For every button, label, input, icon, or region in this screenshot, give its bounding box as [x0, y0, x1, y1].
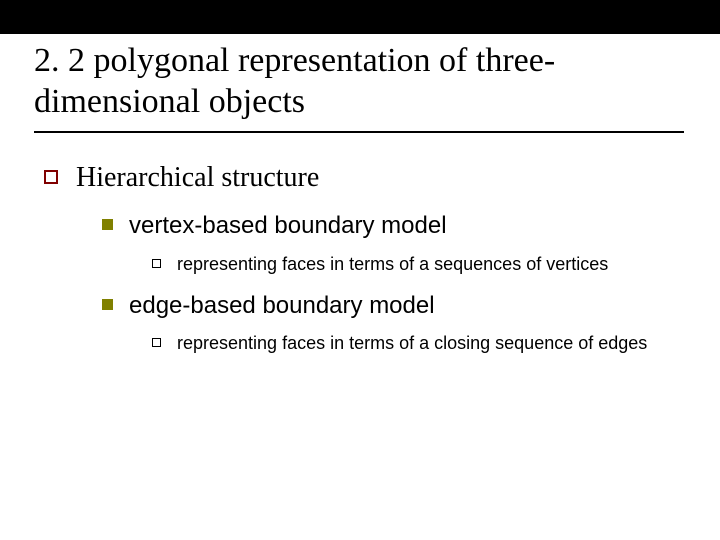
lvl3-text: representing faces in terms of a closing…: [177, 331, 647, 355]
list-item: vertex-based boundary model: [102, 210, 684, 241]
slide-title: 2. 2 polygonal representation of three-d…: [34, 40, 684, 123]
list-item: Hierarchical structure: [44, 160, 684, 196]
filled-square-icon: [102, 299, 113, 310]
hollow-small-square-icon: [152, 338, 161, 347]
filled-square-icon: [102, 219, 113, 230]
lvl1-text: Hierarchical structure: [76, 160, 319, 196]
hollow-small-square-icon: [152, 259, 161, 268]
top-decorative-band: [0, 0, 720, 34]
title-block: 2. 2 polygonal representation of three-d…: [34, 40, 684, 133]
lvl3-text: representing faces in terms of a sequenc…: [177, 252, 608, 276]
list-item: representing faces in terms of a closing…: [152, 331, 684, 355]
lvl2-text: edge-based boundary model: [129, 290, 435, 321]
slide-body: Hierarchical structure vertex-based boun…: [44, 160, 684, 369]
list-item: edge-based boundary model: [102, 290, 684, 321]
list-item: representing faces in terms of a sequenc…: [152, 252, 684, 276]
lvl2-text: vertex-based boundary model: [129, 210, 447, 241]
hollow-square-icon: [44, 170, 58, 184]
title-underline: [34, 131, 684, 133]
slide: 2. 2 polygonal representation of three-d…: [0, 0, 720, 540]
